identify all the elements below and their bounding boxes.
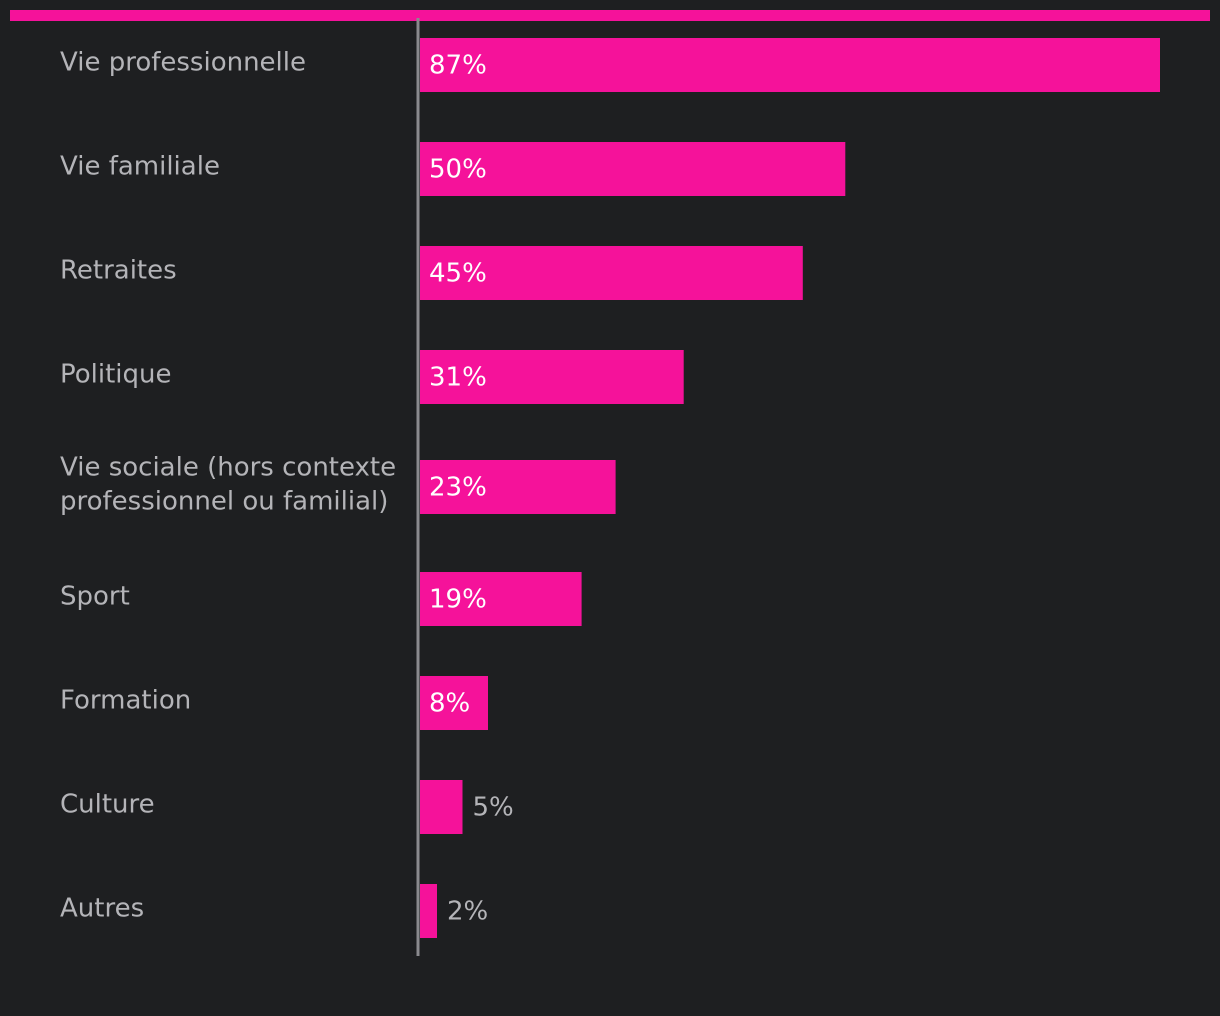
category-label: Politique: [60, 360, 172, 390]
value-label: 31%: [429, 363, 487, 393]
category-label-line: Formation: [60, 686, 191, 716]
bar: [420, 572, 582, 626]
category-label-line: Politique: [60, 360, 172, 390]
value-label: 50%: [429, 155, 487, 185]
value-label: 23%: [429, 473, 487, 503]
bar: [420, 246, 803, 300]
bar: [420, 676, 488, 730]
bar: [420, 142, 846, 196]
category-label: Retraites: [60, 256, 177, 286]
category-label-line: Retraites: [60, 256, 177, 286]
category-label-line: Vie sociale (hors contexte: [60, 453, 396, 483]
category-label: Vie professionnelle: [60, 48, 306, 78]
category-label-line: Vie professionnelle: [60, 48, 306, 78]
category-label: Autres: [60, 894, 144, 924]
bar: [420, 350, 684, 404]
category-label-line: Vie familiale: [60, 152, 220, 182]
bars-layer: [420, 38, 1160, 938]
value-label: 19%: [429, 585, 487, 615]
value-label: 8%: [429, 689, 470, 719]
value-label: 87%: [429, 51, 487, 81]
category-label-line: Autres: [60, 894, 144, 924]
top-accent-bar: [10, 10, 1210, 21]
bar: [420, 884, 437, 938]
category-label-line: professionnel ou familial): [60, 487, 388, 517]
bar: [420, 780, 463, 834]
category-label: Sport: [60, 582, 130, 612]
value-label: 45%: [429, 259, 487, 289]
category-label: Vie sociale (hors contexte professionnel …: [60, 453, 396, 517]
value-label: 2%: [447, 897, 488, 927]
category-label: Vie familiale: [60, 152, 220, 182]
category-label: Formation: [60, 686, 191, 716]
value-label: 5%: [473, 793, 514, 823]
category-label-line: Culture: [60, 790, 155, 820]
category-label-line: Sport: [60, 582, 130, 612]
value-labels-layer: 87% 50% 45% 31% 23% 19% 8% 5% 2%: [429, 51, 514, 927]
bar: [420, 38, 1160, 92]
category-labels-layer: Vie professionnelle Vie familiale Retraite…: [60, 48, 396, 924]
category-label: Culture: [60, 790, 155, 820]
bar: [420, 460, 616, 514]
